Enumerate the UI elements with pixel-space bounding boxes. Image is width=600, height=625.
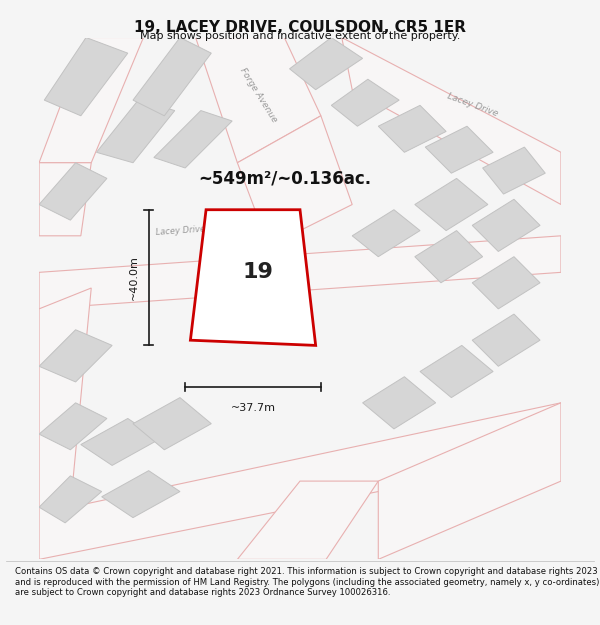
Text: Lacey Drive: Lacey Drive xyxy=(155,224,205,237)
Polygon shape xyxy=(331,79,399,126)
Polygon shape xyxy=(342,38,561,204)
Text: 19: 19 xyxy=(243,262,274,282)
Polygon shape xyxy=(39,38,143,162)
Polygon shape xyxy=(415,231,482,282)
Text: ~37.7m: ~37.7m xyxy=(230,403,275,413)
Polygon shape xyxy=(44,38,128,116)
Polygon shape xyxy=(238,481,378,559)
Polygon shape xyxy=(101,471,180,518)
Polygon shape xyxy=(39,288,91,508)
Polygon shape xyxy=(154,111,232,168)
Polygon shape xyxy=(472,199,540,251)
Polygon shape xyxy=(133,398,211,450)
Polygon shape xyxy=(196,38,321,162)
Polygon shape xyxy=(420,346,493,398)
Polygon shape xyxy=(133,38,211,116)
Text: ~549m²/~0.136ac.: ~549m²/~0.136ac. xyxy=(198,169,371,187)
Polygon shape xyxy=(39,402,107,450)
Text: Map shows position and indicative extent of the property.: Map shows position and indicative extent… xyxy=(140,31,460,41)
Polygon shape xyxy=(81,419,159,466)
Polygon shape xyxy=(362,377,436,429)
Polygon shape xyxy=(97,100,175,162)
Polygon shape xyxy=(472,257,540,309)
Polygon shape xyxy=(39,330,112,382)
Polygon shape xyxy=(39,162,91,236)
Polygon shape xyxy=(425,126,493,173)
Polygon shape xyxy=(378,106,446,152)
Polygon shape xyxy=(238,116,352,246)
Text: Forge Avenue: Forge Avenue xyxy=(238,66,278,124)
Polygon shape xyxy=(190,210,316,346)
Polygon shape xyxy=(39,402,561,559)
Polygon shape xyxy=(472,314,540,366)
Polygon shape xyxy=(352,210,420,257)
Polygon shape xyxy=(290,38,362,89)
Polygon shape xyxy=(378,402,561,559)
Text: 19, LACEY DRIVE, COULSDON, CR5 1ER: 19, LACEY DRIVE, COULSDON, CR5 1ER xyxy=(134,20,466,35)
Polygon shape xyxy=(482,147,545,194)
Text: Contains OS data © Crown copyright and database right 2021. This information is : Contains OS data © Crown copyright and d… xyxy=(15,568,599,598)
Polygon shape xyxy=(415,178,488,231)
Polygon shape xyxy=(39,236,561,309)
Text: ~40.0m: ~40.0m xyxy=(129,255,139,300)
Polygon shape xyxy=(39,162,107,220)
Text: Lacey Drive: Lacey Drive xyxy=(446,92,499,119)
Polygon shape xyxy=(39,476,101,523)
